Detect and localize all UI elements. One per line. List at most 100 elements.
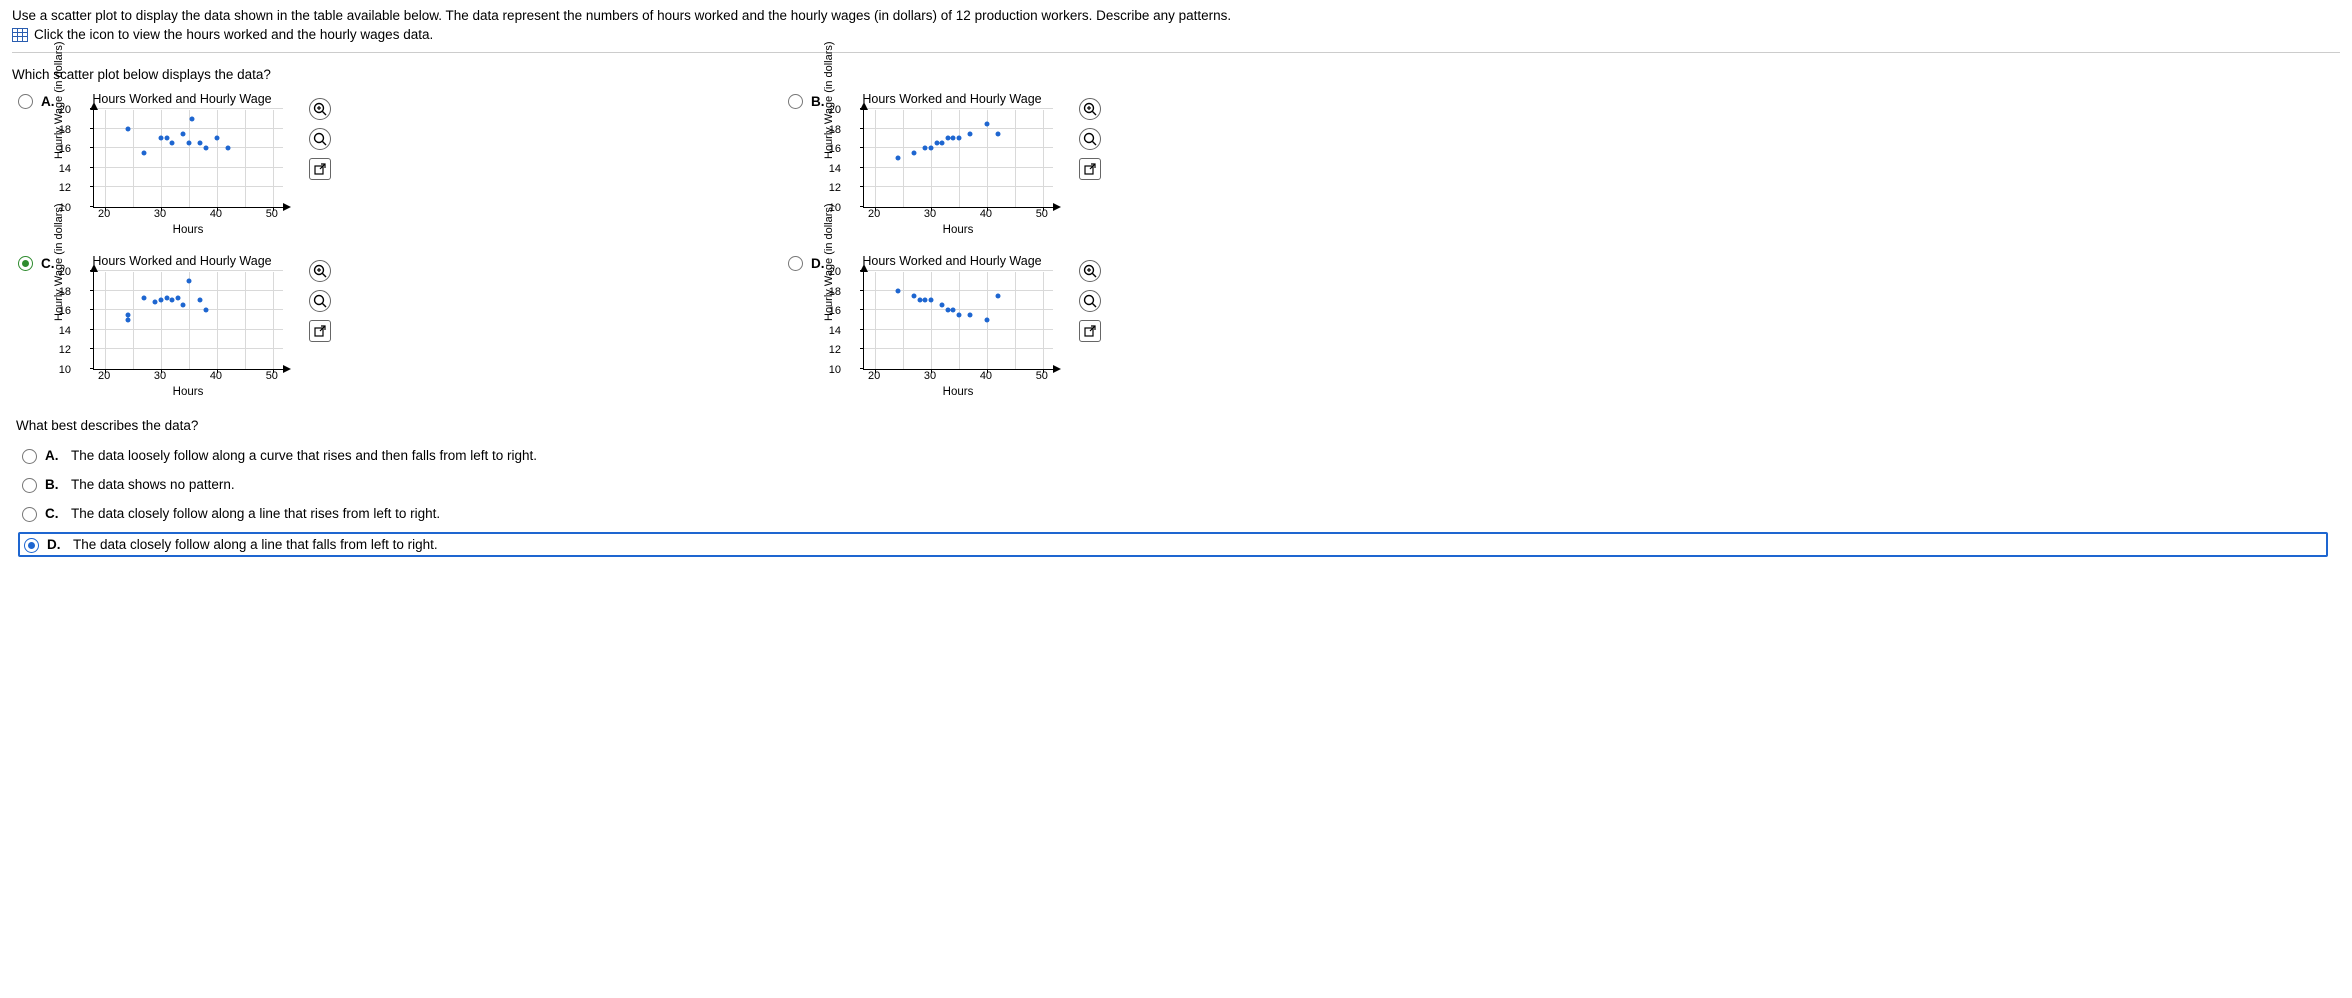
data-point	[198, 298, 203, 303]
data-point	[170, 298, 175, 303]
question-2-text: What best describes the data?	[16, 418, 2340, 433]
x-tick-label: 40	[210, 370, 222, 382]
zoom-in-icon	[313, 264, 327, 278]
answer-text: The data closely follow along a line tha…	[73, 537, 438, 552]
answer-row-b[interactable]: B.The data shows no pattern.	[18, 474, 2340, 495]
open-button[interactable]	[1079, 158, 1101, 180]
data-point	[153, 300, 158, 305]
data-point	[189, 116, 194, 121]
radio-option-b[interactable]	[788, 94, 803, 109]
zoom-in-button[interactable]	[1079, 260, 1101, 282]
data-point	[929, 298, 934, 303]
data-point	[125, 313, 130, 318]
answer-row-d[interactable]: D.The data closely follow along a line t…	[18, 532, 2328, 557]
radio-option-a[interactable]	[18, 94, 33, 109]
data-point	[214, 136, 219, 141]
x-tick-label: 30	[924, 370, 936, 382]
data-point	[203, 308, 208, 313]
x-tick-label: 30	[924, 208, 936, 220]
answer-row-a[interactable]: A.The data loosely follow along a curve …	[18, 445, 2340, 466]
data-point	[968, 131, 973, 136]
x-axis-label: Hours	[863, 224, 1053, 236]
zoom-in-button[interactable]	[309, 260, 331, 282]
zoom-in-button[interactable]	[1079, 98, 1101, 120]
data-point	[164, 296, 169, 301]
x-tick-label: 40	[980, 208, 992, 220]
data-point	[945, 308, 950, 313]
y-tick-label: 10	[59, 364, 71, 376]
answer-label: B.	[45, 477, 63, 492]
y-tick-label: 12	[59, 182, 71, 194]
data-point	[996, 131, 1001, 136]
answer-row-c[interactable]: C.The data closely follow along a line t…	[18, 503, 2340, 524]
y-tick-label: 14	[829, 325, 841, 337]
radio-answer-d[interactable]	[24, 538, 39, 553]
data-point	[929, 146, 934, 151]
data-point	[142, 296, 147, 301]
separator	[12, 52, 2340, 53]
open-new-icon	[314, 325, 326, 337]
chart-title: Hours Worked and Hourly Wage	[67, 92, 297, 106]
data-point	[984, 318, 989, 323]
data-link-text[interactable]: Click the icon to view the hours worked …	[34, 27, 433, 42]
zoom-reset-button[interactable]	[309, 290, 331, 312]
open-new-icon	[1084, 325, 1096, 337]
y-tick-label: 14	[829, 163, 841, 175]
radio-option-c[interactable]	[18, 256, 33, 271]
open-button[interactable]	[1079, 320, 1101, 342]
data-point	[996, 293, 1001, 298]
x-tick-label: 20	[98, 208, 110, 220]
scatter-chart-a: Hours Worked and Hourly Wage101214161820…	[67, 92, 297, 236]
chart-title: Hours Worked and Hourly Wage	[837, 92, 1067, 106]
x-tick-label: 50	[266, 370, 278, 382]
x-tick-label: 40	[210, 208, 222, 220]
zoom-reset-icon	[1083, 132, 1097, 146]
x-tick-label: 20	[868, 370, 880, 382]
zoom-reset-button[interactable]	[1079, 128, 1101, 150]
option-d: D.Hours Worked and Hourly Wage1012141618…	[788, 254, 1548, 398]
data-point	[957, 136, 962, 141]
chart-title: Hours Worked and Hourly Wage	[67, 254, 297, 268]
question-1-text: Which scatter plot below displays the da…	[12, 67, 2340, 82]
option-b: B.Hours Worked and Hourly Wage1012141618…	[788, 92, 1548, 236]
data-point	[895, 156, 900, 161]
answer-label: A.	[45, 448, 63, 463]
x-axis-label: Hours	[93, 386, 283, 398]
data-point	[125, 126, 130, 131]
radio-answer-c[interactable]	[22, 507, 37, 522]
zoom-reset-icon	[313, 294, 327, 308]
y-tick-label: 12	[59, 344, 71, 356]
y-axis-label: Hourly Wage (in dollars)	[53, 41, 65, 159]
x-tick-label: 30	[154, 370, 166, 382]
zoom-reset-button[interactable]	[1079, 290, 1101, 312]
radio-answer-a[interactable]	[22, 449, 37, 464]
scatter-chart-d: Hours Worked and Hourly Wage101214161820…	[837, 254, 1067, 398]
data-point	[957, 313, 962, 318]
y-axis-label: Hourly Wage (in dollars)	[823, 41, 835, 159]
data-point	[125, 318, 130, 323]
data-point	[968, 313, 973, 318]
answer-text: The data closely follow along a line tha…	[71, 506, 440, 521]
data-point	[934, 141, 939, 146]
data-point	[164, 136, 169, 141]
zoom-reset-button[interactable]	[309, 128, 331, 150]
radio-answer-b[interactable]	[22, 478, 37, 493]
data-point	[940, 141, 945, 146]
data-table-icon[interactable]	[12, 28, 28, 42]
y-tick-label: 12	[829, 344, 841, 356]
data-point	[175, 296, 180, 301]
radio-option-d[interactable]	[788, 256, 803, 271]
scatter-chart-b: Hours Worked and Hourly Wage101214161820…	[837, 92, 1067, 236]
open-new-icon	[314, 163, 326, 175]
zoom-in-button[interactable]	[309, 98, 331, 120]
data-point	[951, 308, 956, 313]
open-button[interactable]	[309, 320, 331, 342]
data-point	[187, 278, 192, 283]
open-button[interactable]	[309, 158, 331, 180]
x-tick-label: 20	[868, 208, 880, 220]
open-new-icon	[1084, 163, 1096, 175]
x-tick-label: 50	[1036, 208, 1048, 220]
data-point	[159, 136, 164, 141]
y-tick-label: 14	[59, 325, 71, 337]
x-tick-label: 30	[154, 208, 166, 220]
